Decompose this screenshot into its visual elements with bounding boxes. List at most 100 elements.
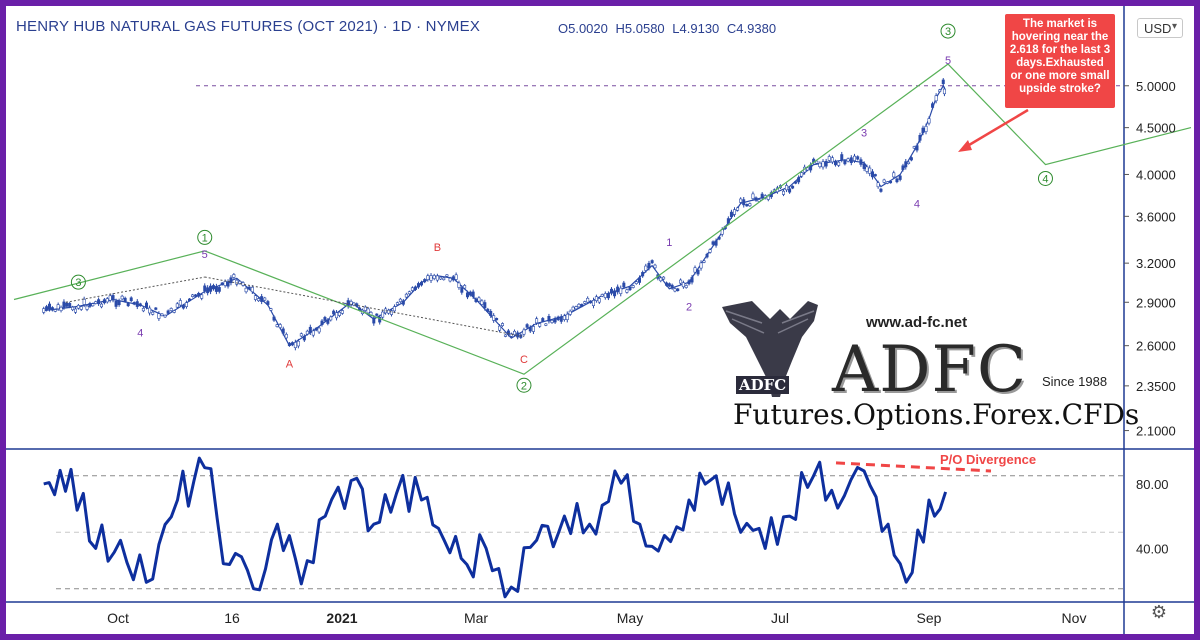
price-candle: [123, 297, 127, 302]
price-candle: [460, 287, 464, 293]
price-candle: [717, 236, 721, 240]
price-candle: [915, 145, 919, 151]
price-candle: [56, 304, 60, 310]
price-candle: [105, 298, 109, 303]
price-candle: [690, 277, 694, 283]
price-candle: [859, 159, 863, 165]
price-candle: [335, 312, 339, 319]
price-candle: [260, 296, 264, 302]
price-candle: [501, 323, 505, 327]
price-candle: [509, 333, 513, 337]
price-candle: [492, 315, 496, 321]
price-candle: [454, 274, 458, 280]
wave-label-primary: 4: [1042, 173, 1048, 185]
price-candle: [797, 177, 801, 183]
price-candle: [589, 300, 593, 304]
price-candle: [404, 293, 408, 298]
price-candle: [102, 299, 106, 304]
low-value: L4.9130: [672, 21, 720, 36]
price-candle: [435, 275, 439, 281]
price-candle: [544, 323, 548, 326]
wave-label-minor: 1: [666, 237, 672, 249]
price-candle: [843, 160, 847, 165]
price-candle: [214, 286, 218, 292]
price-candle: [223, 281, 227, 286]
chart-canvas[interactable]: 3 4 1 5 A B C 2 1 2 3 4 3 5 4 40.00 80.00 P/O Divergence…: [6, 6, 1194, 634]
price-candle: [876, 182, 880, 188]
price-candle: [477, 297, 481, 302]
price-candle: [308, 326, 312, 333]
elliott-wave-lines: [13, 63, 1192, 375]
price-candle: [748, 203, 752, 207]
price-candle: [591, 300, 595, 306]
price-candle: [200, 294, 204, 299]
price-candle: [323, 317, 327, 321]
price-candle: [670, 284, 674, 289]
price-candle: [606, 293, 610, 299]
price-candle: [99, 303, 103, 308]
price-candle: [363, 306, 367, 311]
price-candle: [676, 288, 680, 291]
price-candle: [580, 304, 584, 307]
price-candle: [547, 316, 551, 322]
currency-selector[interactable]: USD ▾: [1137, 18, 1183, 38]
gear-icon[interactable]: ⚙: [1150, 602, 1168, 622]
dotted-trend-line: [65, 276, 205, 303]
price-candle: [882, 179, 886, 183]
price-candle: [209, 285, 213, 292]
eagle-feathers: [725, 310, 815, 334]
callout-arrowhead: [958, 140, 972, 152]
price-candle: [340, 310, 344, 314]
price-candle: [197, 292, 201, 297]
price-candle: [486, 308, 490, 312]
price-candle: [429, 275, 433, 281]
price-candle: [442, 277, 446, 281]
price-candle: [568, 310, 572, 315]
chart-title: HENRY HUB NATURAL GAS FUTURES (OCT 2021)…: [16, 18, 481, 35]
price-candle: [413, 286, 417, 290]
price-candle: [79, 306, 83, 310]
price-candle: [187, 298, 191, 302]
price-candle: [71, 306, 75, 311]
price-candle: [220, 282, 224, 286]
price-candle: [892, 172, 896, 178]
price-candle: [745, 204, 749, 207]
price-candle: [293, 342, 297, 348]
price-candle: [349, 301, 353, 306]
price-candle: [644, 265, 648, 271]
oscillator-tick-label: 80.00: [1136, 477, 1169, 492]
price-candle: [934, 95, 938, 102]
price-candle: [498, 325, 502, 331]
price-candle: [253, 295, 257, 300]
price-candle: [681, 282, 685, 288]
price-candle: [815, 160, 819, 164]
price-tick-label: 5.0000: [1136, 79, 1176, 94]
price-candle: [760, 193, 764, 199]
price-candle: [97, 299, 101, 305]
price-candle: [495, 318, 499, 321]
price-candle: [634, 281, 638, 285]
price-candle: [191, 294, 195, 297]
price-candle: [647, 262, 651, 269]
price-candle: [699, 262, 703, 269]
price-candle: [169, 308, 173, 311]
price-candle: [868, 167, 872, 174]
price-candle: [821, 161, 825, 168]
price-candle: [311, 330, 315, 336]
price-candle: [217, 287, 221, 292]
price-candle: [387, 309, 391, 314]
price-candle: [512, 330, 516, 336]
axis-labels: 2.1000 2.3500 2.6000 2.9000 3.2000 3.6000 4.00…: [107, 79, 1176, 626]
price-candle: [535, 318, 539, 324]
eagle-logo: [722, 301, 818, 397]
wave-label-minor: 5: [202, 249, 208, 261]
price-candle: [904, 161, 908, 168]
price-candle: [145, 302, 149, 308]
price-candle: [266, 301, 270, 305]
price-candle: [296, 340, 300, 347]
price-candle: [528, 326, 532, 332]
price-candle: [366, 308, 370, 314]
price-candle: [329, 316, 333, 321]
price-candle: [924, 125, 928, 132]
price-tick-label: 2.9000: [1136, 295, 1176, 310]
